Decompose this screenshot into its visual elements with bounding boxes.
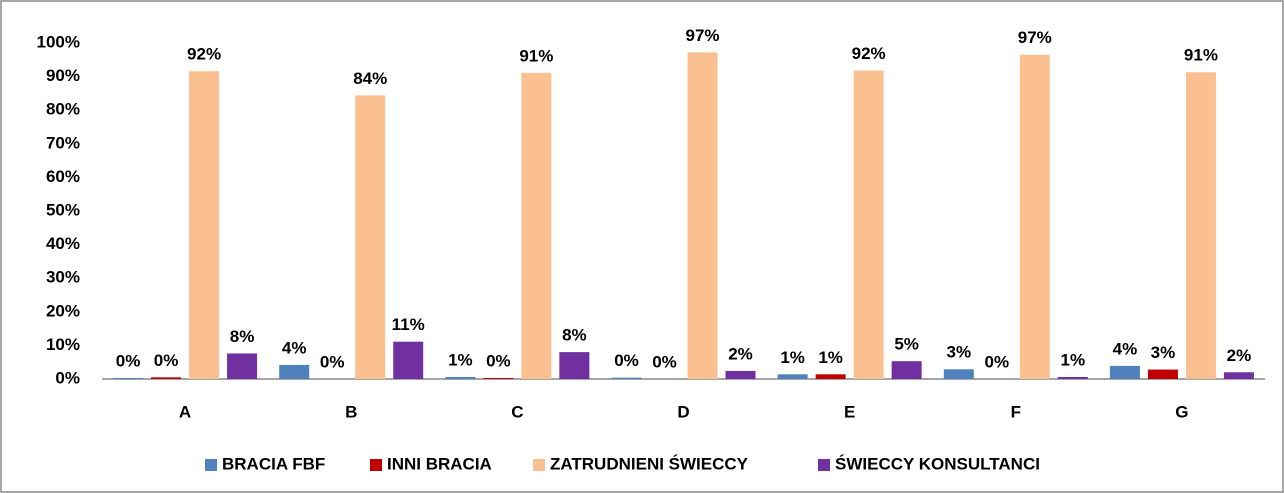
bar: [1223, 372, 1254, 379]
data-label: 8%: [562, 326, 587, 345]
data-label: 2%: [1227, 346, 1252, 365]
bar: [151, 377, 182, 379]
data-label: 97%: [1018, 28, 1052, 47]
bar: [521, 72, 552, 380]
x-tick-label: D: [677, 402, 689, 421]
bar: [227, 353, 258, 379]
y-tick-label: 30%: [46, 268, 80, 287]
bar: [113, 377, 144, 379]
bar: [1019, 54, 1050, 379]
bar: [1185, 72, 1216, 380]
data-label: 1%: [780, 348, 805, 367]
data-label: 92%: [187, 45, 221, 64]
data-label: 2%: [728, 344, 753, 363]
data-label: 1%: [818, 348, 843, 367]
legend-swatch: [205, 459, 217, 471]
bar: [725, 370, 756, 379]
bar: [279, 364, 310, 379]
y-tick-label: 70%: [46, 133, 80, 152]
data-label: 11%: [392, 315, 425, 334]
x-tick-label: A: [179, 402, 191, 421]
x-tick-label: B: [345, 402, 357, 421]
bar: [815, 374, 846, 379]
legend-swatch: [370, 459, 382, 471]
data-label: 0%: [614, 351, 639, 370]
y-tick-label: 10%: [46, 335, 80, 354]
data-label: 8%: [230, 327, 255, 346]
x-tick-label: G: [1175, 402, 1188, 421]
bar: [1109, 365, 1140, 379]
bar: [853, 70, 884, 379]
legend-label: BRACIA FBF: [222, 454, 325, 473]
data-label: 84%: [353, 69, 387, 88]
data-label: 0%: [320, 352, 345, 371]
data-label: 92%: [852, 44, 886, 63]
data-label: 0%: [652, 352, 677, 371]
legend-swatch: [818, 459, 830, 471]
x-tick-label: F: [1011, 402, 1021, 421]
bar: [393, 341, 424, 379]
y-tick-label: 0%: [55, 368, 80, 387]
y-tick-label: 90%: [46, 66, 80, 85]
x-tick-label: E: [844, 402, 855, 421]
data-label: 91%: [1184, 46, 1218, 65]
legend-label: ZATRUDNIENI ŚWIECCY: [550, 454, 749, 473]
bar: [891, 361, 922, 379]
data-label: 5%: [894, 335, 919, 354]
data-label: 4%: [1113, 339, 1138, 358]
legend-swatch: [533, 459, 545, 471]
bar: [943, 369, 974, 379]
y-tick-label: 100%: [37, 32, 80, 51]
bar: [559, 352, 590, 379]
data-label: 1%: [1060, 350, 1085, 369]
data-label: 0%: [116, 351, 141, 370]
bar: [1057, 376, 1088, 379]
y-tick-label: 50%: [46, 200, 80, 219]
data-label: 0%: [984, 352, 1009, 371]
data-label: 4%: [282, 338, 307, 357]
legend-label: ŚWIECCY KONSULTANCI: [835, 454, 1040, 473]
data-label: 0%: [486, 351, 511, 370]
y-tick-label: 40%: [46, 234, 80, 253]
bar: [483, 377, 514, 379]
legend-label: INNI BRACIA: [387, 454, 492, 473]
bar: [355, 95, 386, 379]
bar: [687, 52, 718, 380]
data-label: 1%: [448, 350, 473, 369]
y-tick-label: 80%: [46, 100, 80, 119]
data-label: 3%: [946, 343, 971, 362]
data-label: 91%: [519, 46, 553, 65]
data-label: 0%: [154, 351, 179, 370]
bar: [1147, 369, 1178, 379]
bar: [189, 71, 220, 379]
data-label: 3%: [1151, 343, 1176, 362]
data-label: 97%: [685, 26, 719, 45]
y-tick-label: 20%: [46, 301, 80, 320]
y-tick-label: 60%: [46, 167, 80, 186]
x-tick-label: C: [511, 402, 523, 421]
bar: [445, 376, 476, 379]
bar: [777, 374, 808, 379]
bar: [611, 377, 642, 379]
